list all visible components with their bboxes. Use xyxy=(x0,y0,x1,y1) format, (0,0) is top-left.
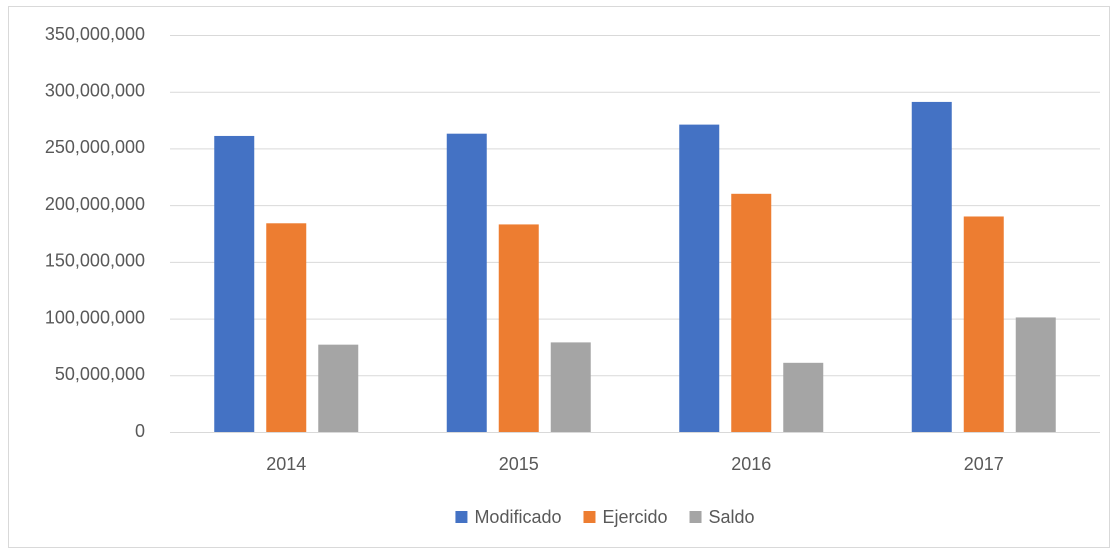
bar xyxy=(963,216,1004,432)
bar xyxy=(911,101,952,433)
x-tick-label: 2017 xyxy=(964,454,1004,474)
bar xyxy=(1015,317,1056,432)
y-tick-label: 150,000,000 xyxy=(45,251,145,271)
y-tick-label: 300,000,000 xyxy=(45,80,145,100)
x-tick-label: 2015 xyxy=(499,454,539,474)
bar xyxy=(266,223,307,432)
bar xyxy=(446,133,487,432)
legend-swatch xyxy=(689,511,702,523)
bar xyxy=(318,344,359,432)
bar xyxy=(731,193,772,432)
y-tick-label: 50,000,000 xyxy=(55,364,145,384)
legend-label: Saldo xyxy=(709,507,755,527)
legend-label: Ejercido xyxy=(602,507,667,527)
y-tick-label: 200,000,000 xyxy=(45,194,145,214)
bar xyxy=(679,124,720,432)
legend-label: Modificado xyxy=(474,507,561,527)
bar xyxy=(783,362,824,432)
y-tick-label: 100,000,000 xyxy=(45,307,145,327)
legend-swatch xyxy=(455,511,468,523)
bar xyxy=(550,342,591,432)
x-tick-label: 2014 xyxy=(266,454,306,474)
legend-swatch xyxy=(583,511,596,523)
y-tick-label: 0 xyxy=(135,421,145,441)
y-tick-label: 250,000,000 xyxy=(45,137,145,157)
bar xyxy=(214,135,255,433)
y-tick-label: 350,000,000 xyxy=(45,24,145,44)
bar xyxy=(498,224,539,432)
x-tick-label: 2016 xyxy=(731,454,771,474)
